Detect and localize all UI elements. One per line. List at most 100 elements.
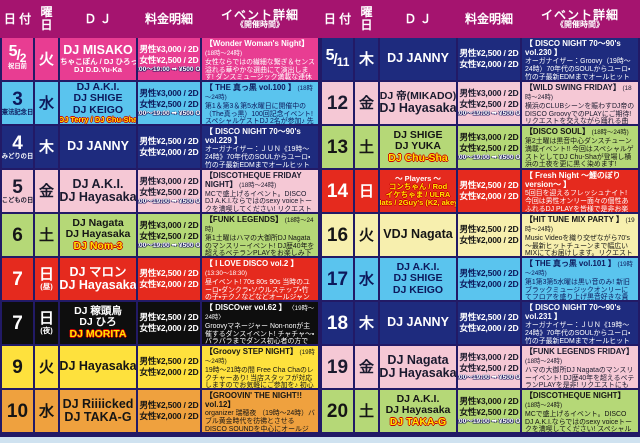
header-dj: Ｄ Ｊ bbox=[60, 2, 136, 36]
date-cell: 13 bbox=[322, 126, 353, 168]
event-title: 【 Fresh Night ～鯉のぼりversion～ 】 bbox=[525, 171, 621, 189]
event-cell: 【Wonder Woman's Night】 (18時～24時) 女性ならではの繊… bbox=[202, 38, 318, 80]
day-cell: 水 bbox=[35, 390, 58, 432]
header-event-label: イベント詳細 bbox=[220, 7, 299, 22]
fee-male: 男性¥2,500 / 2D bbox=[139, 268, 199, 279]
dj-name: DJ JANNY bbox=[387, 51, 449, 66]
dj-name: VDJ Nagata bbox=[383, 227, 453, 242]
weekday-label: 土 bbox=[358, 138, 374, 156]
fee-male: 男性¥3,000 / 2D bbox=[459, 396, 519, 407]
fee-female: 女性¥2,000 / 2D bbox=[139, 323, 199, 333]
event-title: 【Groovy STEP NIGHT】 (19時～24時) bbox=[205, 347, 315, 365]
date-number: 13 bbox=[326, 136, 349, 158]
date-day-number: 2 bbox=[19, 51, 27, 66]
date-cell: 4 みどりの日 bbox=[2, 126, 33, 168]
dj-name: DJ Nagata bbox=[387, 352, 449, 367]
event-description: 19時～21時の間 Free Cha Chaのレクチャーあり! 当店スタッフが対… bbox=[205, 366, 314, 388]
event-title: 【 DISCO NIGHT 70～90's vol.231 】 bbox=[525, 303, 621, 321]
dj-cell: DJ SHIGE DJ YUKA DJ Chu-Sha bbox=[380, 126, 456, 168]
dj-cell: DJ A.K.I. DJ SHIGE DJ KEIGO DJ Terry / DJ C… bbox=[60, 82, 136, 124]
header-event-label: イベント詳細 bbox=[540, 7, 619, 22]
fee-female: 女性¥2,000 / 2D bbox=[139, 147, 199, 157]
weekday-label: 水 bbox=[38, 94, 54, 112]
dj-name: DJ SHIGE bbox=[73, 92, 123, 105]
event-description: 第2土曜は黒音中心ダンスチューン満載イベント!! 今回はスペシャルゲストとしてD… bbox=[525, 137, 634, 168]
weekday-label: 金 bbox=[38, 182, 54, 200]
day-cell: 土 bbox=[35, 214, 58, 256]
dj-cell: DJ JANNY bbox=[60, 126, 136, 168]
dj-name: DJ A.K.I. bbox=[396, 393, 440, 405]
event-cell: 【 THE 真っ黒 vol.100 】 (18時～24時) 第1＆第3＆第5水曜日… bbox=[202, 82, 318, 124]
dj-name: コンちゃん / Rod bbox=[388, 181, 448, 191]
dj-name: DJ Nom-3 bbox=[73, 239, 123, 252]
date-cell: 5/2 祝日前 bbox=[2, 38, 33, 80]
weekday-label: 日 bbox=[38, 310, 54, 328]
dj-name: DJ A.K.I. bbox=[396, 261, 440, 273]
event-description: ハマの大御所DJ Nagataのマンスリーイベント! DJ歴40年を超えるベテラ… bbox=[525, 366, 635, 388]
event-time: (18時～24時) bbox=[205, 49, 243, 57]
event-title: 【 DISCOver vol.62 】 〈19時～24時〉 bbox=[205, 303, 315, 321]
weekday-label: 火 bbox=[38, 358, 54, 376]
holiday-label: みどりの日 bbox=[2, 152, 33, 160]
event-time: (18時～24時) bbox=[525, 401, 563, 409]
dj-name: DJ JANNY bbox=[387, 315, 449, 330]
weekday-label: 土 bbox=[38, 226, 54, 244]
dj-name: DJ MISAKO bbox=[63, 43, 133, 58]
date-number: 10 bbox=[6, 400, 29, 422]
event-title: 【Wonder Woman's Night】 (18時～24時) bbox=[205, 39, 310, 57]
event-title: 【HIT TUNE MIX PARTY 】 (19時～24時) bbox=[525, 215, 635, 233]
event-cell: 【 Fresh Night ～鯉のぼりversion～ 】 5回目を迎えるフレッシ… bbox=[522, 170, 638, 212]
dj-cell: DJ Nagata DJ Hayasaka DJ Nom-3 bbox=[60, 214, 136, 256]
dj-cell: DJ A.K.I. DJ Hayasaka bbox=[60, 170, 136, 212]
header-date: 日 付 bbox=[2, 2, 33, 36]
fee-discount: 18:00～19:00 ➡ ¥500 OFF bbox=[458, 153, 520, 161]
day-cell: 日 bbox=[355, 170, 378, 212]
weekday-label: 木 bbox=[38, 138, 54, 156]
dj-cell: VDJ Nagata bbox=[380, 214, 456, 256]
header-day: 曜日 bbox=[355, 2, 378, 36]
event-time: (18時～24時) bbox=[205, 85, 313, 101]
fee-female: 女性¥2,000 / 2D bbox=[139, 279, 199, 289]
event-cell: 【 DISCO NIGHT 70～90's vol.231 】オーガナイザー：Ｊ… bbox=[522, 302, 638, 344]
header-date: 日 付 bbox=[322, 2, 353, 36]
event-title: 【DISCO SOUL】 (18時～24時) bbox=[525, 127, 629, 136]
weekday-label: 金 bbox=[358, 94, 374, 112]
fee-discount: 18:00～19:00 ➡ ¥500 OFF bbox=[138, 109, 200, 117]
day-time-note: (夜) bbox=[40, 326, 53, 336]
date-number: 9 bbox=[12, 356, 23, 378]
event-cell: 【DISCO SOUL】 (18時～24時) 第2土曜は黒音中心ダンスチューン満載… bbox=[522, 126, 638, 168]
event-title: 【FUNK LEGENDS】 (18時～24時) bbox=[205, 215, 314, 233]
header-event: イベント詳細 《開催時間》 bbox=[202, 2, 318, 36]
date-fraction: 5/11 bbox=[326, 48, 350, 69]
event-description: 横浜のCLUBシーンを賑わすDJ帝のDISCO GroovyでのPLAYにご期待… bbox=[525, 102, 635, 124]
event-cell: 【 DISCOver vol.62 】 〈19時～24時〉 Groovyマネージャ… bbox=[202, 302, 318, 344]
dj-name: DJ Hayasaka bbox=[380, 100, 456, 115]
dj-name: DJ A.K.I. bbox=[72, 176, 124, 191]
fee-cell: 男性¥2,500 / 2D 女性¥2,000 / 2D bbox=[138, 258, 200, 300]
date-cell: 17 bbox=[322, 258, 353, 300]
event-cell: 【HIT TUNE MIX PARTY 】 (19時～24時) Music Vid… bbox=[522, 214, 638, 256]
date-cell: 20 bbox=[322, 390, 353, 432]
fee-male: 男性¥3,000 / 2D bbox=[139, 44, 199, 55]
dj-cell: DJ A.K.I. DJ Hayasaka DJ TAKA-G bbox=[380, 390, 456, 432]
event-time: (18時～24時) bbox=[525, 357, 563, 365]
dj-name: DJ Hayasaka bbox=[60, 278, 136, 292]
dj-name: DJ TAKA-G bbox=[64, 410, 132, 424]
day-cell: 木 bbox=[355, 38, 378, 80]
date-day-number: 11 bbox=[336, 55, 350, 69]
dj-name: DJ KEIGO bbox=[72, 103, 124, 116]
date-cell: 14 bbox=[322, 170, 353, 212]
fee-cell: 男性¥2,500 / 2D 女性¥2,000 / 2D bbox=[458, 214, 520, 256]
dj-name: DJ JANNY bbox=[67, 139, 129, 154]
dj-cell: DJ A.K.I. DJ SHIGE DJ KEIGO bbox=[380, 258, 456, 300]
fee-female: 女性¥2,500 / 2D bbox=[139, 231, 199, 242]
holiday-label: 祝日前 bbox=[8, 63, 27, 71]
dj-name: DJ ひろ bbox=[79, 316, 117, 329]
fee-male: 男性¥3,000 / 2D bbox=[459, 352, 519, 363]
day-cell: 金 bbox=[355, 82, 378, 124]
event-title: 【WILD SWING FRIDAY】 (18時～24時) bbox=[525, 83, 632, 101]
event-title: 【GROOVIN' THE NIGHT!! vol.12】 bbox=[205, 391, 302, 409]
